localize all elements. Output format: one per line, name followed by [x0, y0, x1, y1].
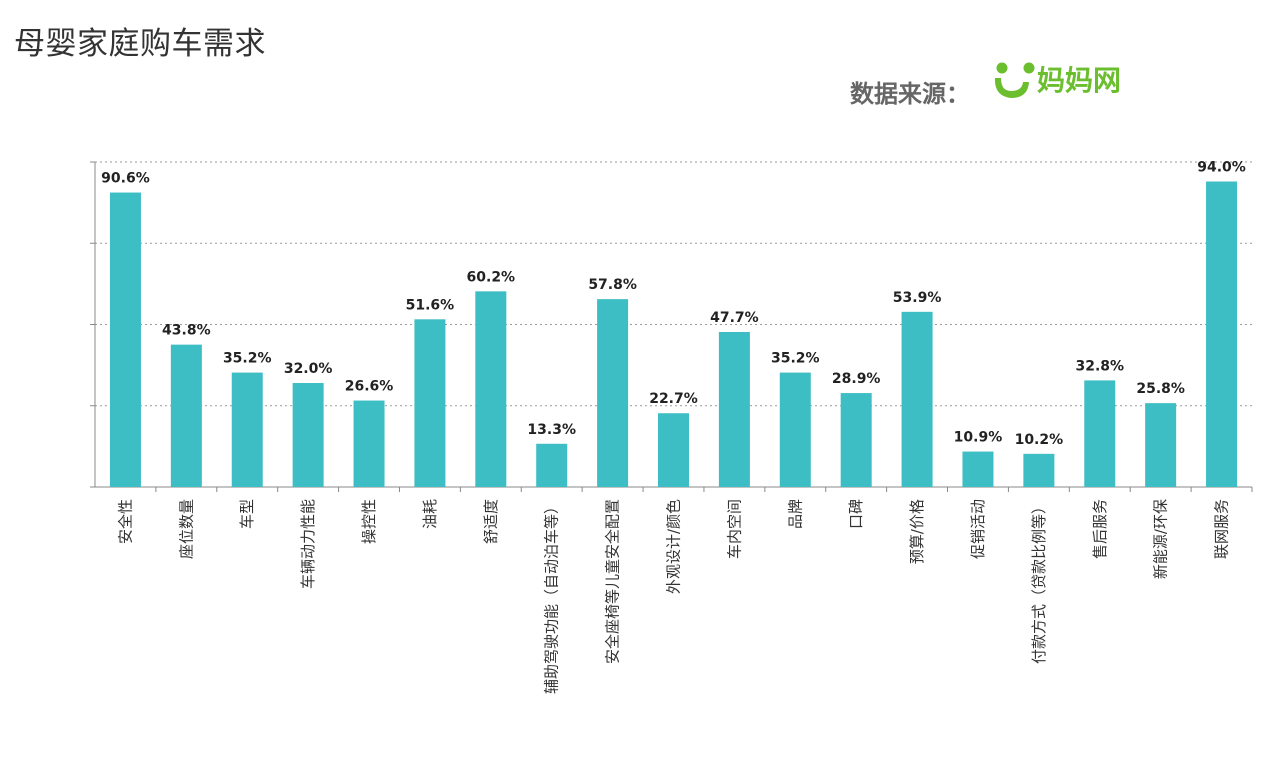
data-label: 57.8%: [588, 277, 637, 293]
data-label: 53.9%: [893, 290, 942, 306]
data-label: 22.7%: [649, 391, 698, 407]
category-label: 安全座椅等儿童安全配置: [604, 499, 622, 664]
data-label: 25.8%: [1136, 381, 1185, 397]
data-label: 90.6%: [101, 171, 150, 187]
bar: [718, 331, 750, 487]
data-label: 43.8%: [162, 323, 211, 339]
category-label: 预算/价格: [908, 499, 926, 564]
bar: [1084, 380, 1116, 487]
data-label: 10.9%: [954, 430, 1003, 446]
data-label: 35.2%: [771, 351, 820, 367]
data-label: 32.8%: [1075, 358, 1124, 374]
category-label: 安全性: [116, 499, 134, 544]
bar: [779, 372, 811, 487]
category-label: 车辆动力性能: [299, 499, 317, 589]
category-label: 座位数量: [177, 499, 195, 559]
category-label: 新能源/环保: [1152, 499, 1170, 579]
category-label: 油耗: [421, 499, 439, 529]
bar: [536, 443, 568, 487]
source-label: 数据来源：: [850, 80, 970, 108]
mamawang-logo: 妈妈网: [994, 62, 1121, 98]
bar: [1023, 453, 1055, 487]
page-title: 母婴家庭购车需求: [14, 26, 266, 62]
bar: [170, 344, 202, 487]
category-label: 品牌: [786, 499, 804, 529]
bar: [414, 319, 446, 487]
bar: [658, 413, 689, 487]
category-label: 售后服务: [1091, 499, 1109, 559]
bar: [109, 192, 141, 488]
category-label: 操控性: [360, 499, 378, 544]
data-label: 51.6%: [406, 297, 455, 313]
data-label: 13.3%: [527, 422, 576, 438]
data-label: 94.0%: [1197, 160, 1246, 176]
category-label: 舒适度: [482, 499, 500, 544]
bar: [840, 393, 872, 487]
bar: [1206, 181, 1238, 487]
data-label: 35.2%: [223, 351, 272, 367]
category-label: 辅助驾驶功能（自动泊车等）: [543, 499, 561, 694]
bar: [901, 311, 933, 487]
category-label: 口碑: [847, 499, 865, 529]
category-label: 车型: [238, 499, 256, 529]
bar: [353, 400, 385, 487]
data-label: 28.9%: [832, 371, 881, 387]
category-label: 联网服务: [1213, 499, 1231, 559]
data-label: 32.0%: [284, 361, 333, 377]
category-label: 车内空间: [725, 499, 743, 559]
bar: [475, 291, 507, 487]
bar: [292, 383, 324, 487]
bar: [1145, 403, 1177, 487]
data-label: 47.7%: [710, 310, 759, 326]
category-label: 付款方式（贷款比例等）: [1030, 499, 1048, 664]
category-label: 外观设计/颜色: [665, 499, 683, 594]
data-label: 26.6%: [345, 379, 394, 395]
bar: [231, 372, 263, 487]
bar: [962, 451, 994, 487]
data-label: 10.2%: [1015, 432, 1064, 448]
data-label: 60.2%: [467, 269, 516, 285]
bar: [597, 299, 629, 487]
category-label: 促销活动: [969, 499, 987, 559]
logo-text: 妈妈网: [1037, 64, 1121, 97]
